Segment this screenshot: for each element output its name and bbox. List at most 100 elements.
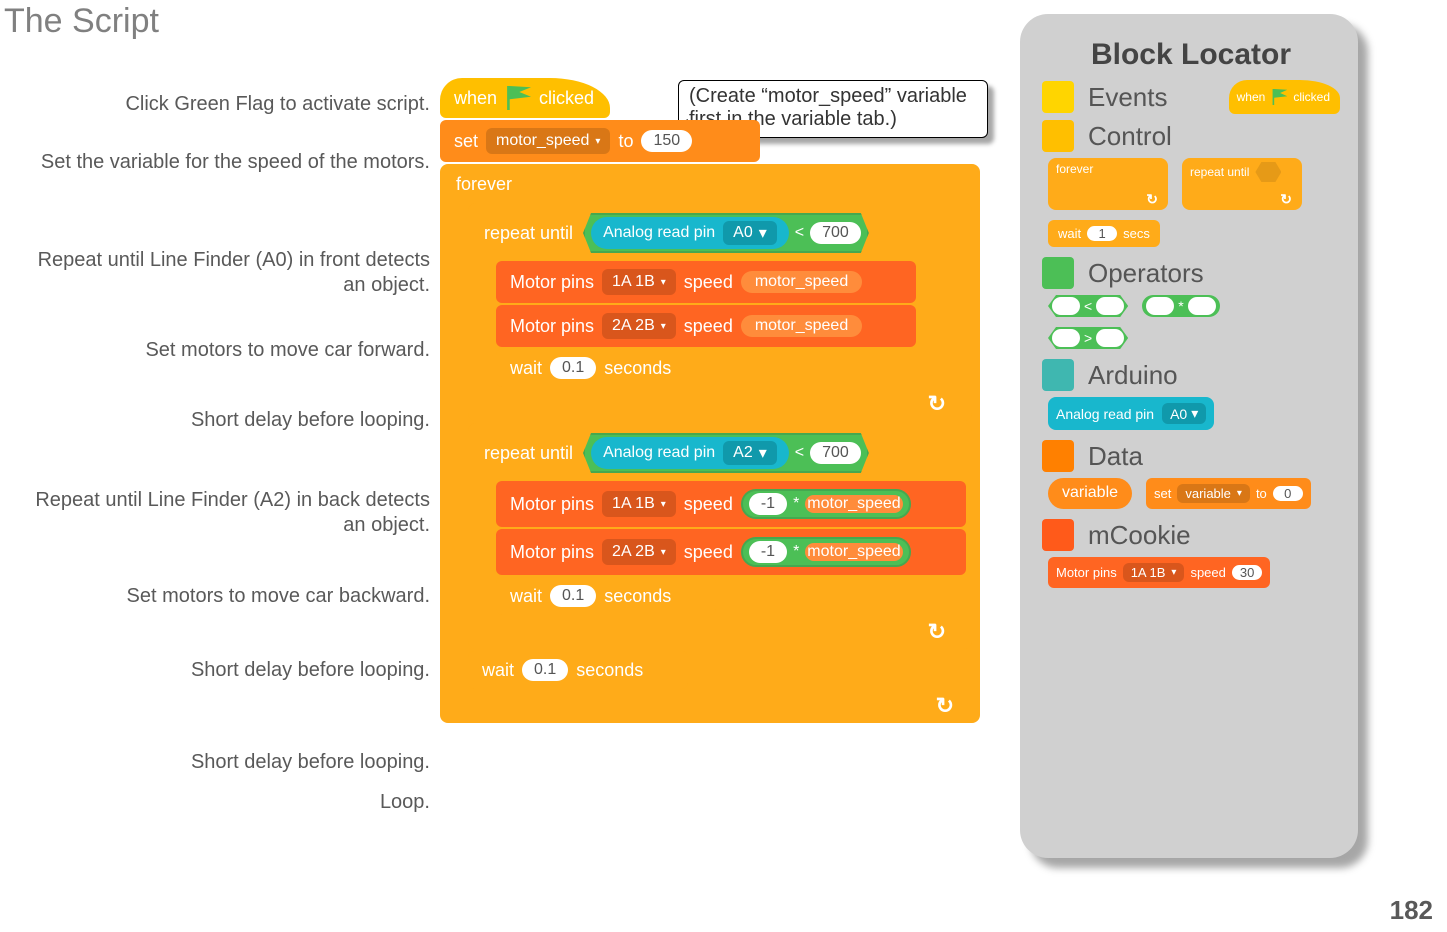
chevron-down-icon: ▾: [661, 499, 666, 510]
mini-motor-pins[interactable]: Motor pins 1A 1B▾ speed 30: [1048, 557, 1270, 588]
mini-analog-pin[interactable]: A0▾: [1162, 403, 1206, 424]
label-speed-2b: speed: [684, 542, 733, 563]
block-set-variable[interactable]: set motor_speed▾ to 150: [440, 120, 760, 162]
cat-events-label: Events: [1088, 82, 1168, 113]
mini-speed-val[interactable]: 30: [1232, 565, 1262, 580]
mini-set-drop[interactable]: variable ▾: [1177, 484, 1250, 503]
wait-secs-3[interactable]: 0.1: [522, 659, 568, 681]
threshold-2[interactable]: 700: [810, 442, 861, 464]
dropdown-pins-1a[interactable]: 1A 1B▾: [602, 269, 676, 295]
dropdown-pins-1b[interactable]: 2A 2B ▾: [602, 313, 676, 339]
pins-2a: 1A 1B: [612, 495, 655, 513]
speedvar-2b[interactable]: motor_speed: [805, 543, 902, 561]
chevron-down-icon: ▾: [759, 443, 767, 463]
block-when-flag-clicked[interactable]: when clicked: [440, 78, 610, 118]
mini-wait[interactable]: wait 1 secs: [1048, 220, 1160, 247]
cat-control: Control: [1042, 120, 1340, 152]
pins-1a: 1A 1B: [612, 273, 655, 291]
dropdown-pins-2a[interactable]: 1A 1B ▾: [602, 491, 676, 517]
cat-arduino-label: Arduino: [1088, 360, 1178, 391]
mini-setvar: variable: [1185, 486, 1231, 501]
mini-val[interactable]: 0: [1273, 486, 1303, 501]
mini-op-lt[interactable]: <: [1048, 295, 1128, 317]
cat-events: Events when clicked: [1042, 80, 1340, 114]
lt-sym: <: [1084, 298, 1092, 314]
pin-2: A2: [733, 444, 753, 462]
mini-motor-pins-v: 1A 1B: [1131, 565, 1166, 580]
block-motor-1a[interactable]: Motor pins 1A 1B▾ speed motor_speed: [496, 261, 916, 303]
block-motor-2a[interactable]: Motor pins 1A 1B▾ speed -1 * motor_speed: [496, 481, 966, 527]
block-wait-1[interactable]: wait 0.1 seconds: [496, 349, 716, 387]
wait-secs-2[interactable]: 0.1: [550, 585, 596, 607]
mini-when-clicked[interactable]: when clicked: [1229, 80, 1340, 114]
threshold-1[interactable]: 700: [810, 222, 861, 244]
dropdown-pins-2b[interactable]: 2A 2B▾: [602, 539, 676, 565]
anno-5: Short delay before looping.: [30, 408, 430, 433]
op-mul-2a[interactable]: -1 * motor_speed: [741, 489, 911, 519]
speedvar-2a[interactable]: motor_speed: [805, 495, 902, 513]
mini-wait-secs[interactable]: 1: [1087, 226, 1117, 241]
cat-control-label: Control: [1088, 121, 1172, 152]
speedvar-1b[interactable]: motor_speed: [741, 315, 862, 337]
block-repeat-until-2[interactable]: repeat until Analog read pin A2▾ < 700 M…: [468, 423, 972, 649]
label-seconds-2: seconds: [604, 586, 671, 607]
speedvar-1a[interactable]: motor_speed: [741, 271, 862, 293]
chevron-down-icon: ▾: [1237, 488, 1242, 499]
wait-secs-1[interactable]: 0.1: [550, 357, 596, 379]
mini-analog-read[interactable]: Analog read pin A0▾: [1048, 397, 1214, 430]
loop-arrow-icon: ↻: [928, 619, 946, 643]
cat-operators-label: Operators: [1088, 258, 1204, 289]
neg-2b[interactable]: -1: [749, 541, 787, 563]
block-motor-2b[interactable]: Motor pins 2A 2B▾ speed -1 * motor_speed: [496, 529, 966, 575]
block-motor-1b[interactable]: Motor pins 2A 2B▾ speed motor_speed: [496, 305, 916, 347]
chevron-down-icon: ▾: [1171, 567, 1176, 578]
label-repeat-1: repeat until: [484, 223, 573, 244]
anno-4: Set motors to move car forward.: [30, 338, 430, 363]
mini-set-variable[interactable]: set variable▾ to 0: [1146, 478, 1311, 509]
op-lessthan-1[interactable]: Analog read pin A0▾ < 700: [583, 213, 869, 253]
mini-op-gt[interactable]: >: [1048, 327, 1128, 349]
label-when: when: [454, 88, 497, 109]
label-motorpins-2a: Motor pins: [510, 494, 594, 515]
mini-secs-label: secs: [1123, 226, 1150, 241]
chevron-down-icon: ▾: [661, 547, 666, 558]
loop-arrow-icon: ↻: [1146, 191, 1158, 208]
mini-variable[interactable]: variable: [1048, 478, 1132, 509]
page-title: The Script: [4, 2, 159, 41]
pins-1b: 2A 2B: [612, 317, 655, 335]
hex-slot: [1255, 162, 1281, 182]
label-clicked: clicked: [539, 88, 594, 109]
block-wait-3[interactable]: wait 0.1 seconds: [468, 651, 688, 689]
page-number: 182: [1390, 895, 1433, 926]
value-speed[interactable]: 150: [641, 130, 692, 152]
mul-sym: *: [1178, 298, 1183, 314]
op-mul-2b[interactable]: -1 * motor_speed: [741, 537, 911, 567]
anno-10: Loop.: [30, 790, 430, 815]
anno-8: Short delay before looping.: [30, 658, 430, 683]
neg-2a[interactable]: -1: [749, 493, 787, 515]
pin-1: A0: [733, 224, 753, 242]
lt-symbol-1: <: [795, 224, 804, 242]
mini-motor-drop[interactable]: 1A 1B ▾: [1123, 563, 1185, 582]
op-lessthan-2[interactable]: Analog read pin A2▾ < 700: [583, 433, 869, 473]
green-flag-icon: [505, 86, 531, 110]
label-motorpins-1b: Motor pins: [510, 316, 594, 337]
swatch-arduino: [1042, 359, 1074, 391]
block-repeat-until-1[interactable]: repeat until Analog read pin A0▾ < 700 M…: [468, 203, 972, 421]
mini-forever[interactable]: forever ↻: [1048, 158, 1168, 210]
arduino-read-2[interactable]: Analog read pin A2▾: [591, 437, 789, 469]
label-wait-2: wait: [510, 586, 542, 607]
arduino-read-1[interactable]: Analog read pin A0▾: [591, 217, 789, 249]
mini-repeat-until[interactable]: repeat until ↻: [1182, 158, 1302, 210]
anno-3: Repeat until Line Finder (A0) in front d…: [30, 248, 430, 298]
label-wait-3: wait: [482, 660, 514, 681]
dropdown-pin-2[interactable]: A2 ▾: [723, 441, 777, 465]
chevron-down-icon: ▾: [661, 321, 666, 332]
dropdown-variable[interactable]: motor_speed▾: [486, 128, 610, 154]
mini-motor-label: Motor pins: [1056, 565, 1117, 580]
cat-data: Data: [1042, 440, 1340, 472]
dropdown-pin-1[interactable]: A0▾: [723, 221, 777, 245]
mini-op-mul[interactable]: *: [1142, 295, 1219, 317]
block-wait-2[interactable]: wait 0.1 seconds: [496, 577, 716, 615]
block-forever[interactable]: forever repeat until Analog read pin A0▾…: [440, 164, 980, 723]
